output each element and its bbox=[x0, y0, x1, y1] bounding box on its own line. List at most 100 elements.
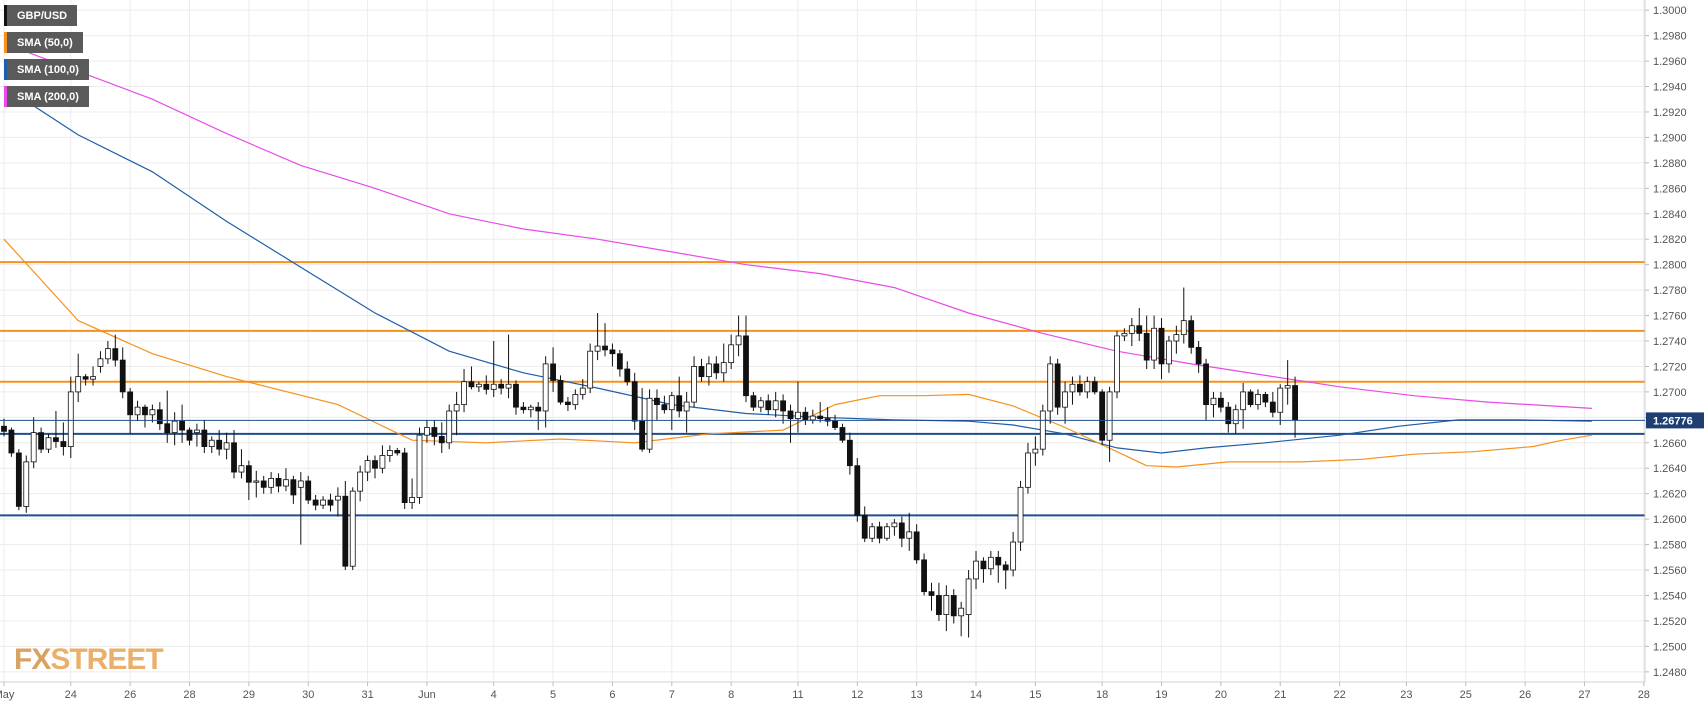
candle-body bbox=[104, 348, 111, 360]
candle-bullish bbox=[965, 570, 972, 638]
candle-bullish bbox=[958, 601, 965, 637]
candle-bearish bbox=[260, 475, 267, 494]
candle-body bbox=[1, 425, 7, 432]
y-tick-label: 1.2980 bbox=[1653, 31, 1687, 43]
candle-bullish bbox=[90, 366, 96, 386]
legend-label: GBP/USD bbox=[17, 9, 68, 22]
candle-body bbox=[461, 381, 467, 406]
candle-bearish bbox=[936, 582, 942, 621]
candle-bullish bbox=[1121, 328, 1128, 341]
candle-body bbox=[1232, 409, 1239, 425]
candle-bullish bbox=[891, 519, 898, 536]
x-tick-label: 26 bbox=[124, 689, 136, 701]
candle-body bbox=[401, 452, 408, 503]
candle-bullish bbox=[75, 353, 82, 403]
y-tick-label: 1.2780 bbox=[1653, 285, 1687, 297]
current-price-label: 1.26776 bbox=[1653, 415, 1693, 427]
candle-bullish bbox=[1128, 318, 1135, 347]
candle-bearish bbox=[876, 521, 883, 544]
candle-bearish bbox=[1143, 315, 1150, 369]
candle-body bbox=[208, 439, 215, 448]
candle-bearish bbox=[179, 404, 185, 443]
candle-body bbox=[201, 429, 208, 448]
candle-bullish bbox=[67, 376, 74, 459]
candle-body bbox=[913, 531, 920, 561]
candle-body bbox=[156, 409, 163, 425]
y-tick-label: 1.2940 bbox=[1653, 82, 1687, 94]
candle-body bbox=[75, 376, 82, 393]
y-tick-label: 1.2500 bbox=[1653, 641, 1687, 653]
candle-body bbox=[965, 578, 972, 615]
candle-bearish bbox=[765, 394, 772, 415]
candle-bearish bbox=[921, 553, 927, 596]
x-tick-label: 25 bbox=[1460, 689, 1472, 701]
candle-bearish bbox=[1099, 389, 1106, 446]
candle-bearish bbox=[631, 372, 638, 431]
candle-body bbox=[891, 522, 898, 528]
candle-bearish bbox=[290, 475, 297, 504]
candle-body bbox=[1054, 363, 1061, 408]
candle-body bbox=[119, 359, 126, 393]
candle-body bbox=[572, 394, 579, 406]
legend-label: SMA (100,0) bbox=[17, 63, 79, 76]
candle-bullish bbox=[30, 417, 37, 469]
candle-bearish bbox=[743, 315, 749, 403]
candle-bearish bbox=[156, 402, 163, 431]
y-tick-label: 1.2640 bbox=[1653, 463, 1687, 475]
x-axis-ticks: May 24 26 28 29 30 31 Jun 4 5 6 7 8 11 12 13 14 15 18 19 20 2… bbox=[0, 682, 1650, 701]
candle-body bbox=[757, 400, 764, 408]
logo-street: STREET bbox=[50, 643, 163, 676]
candle-bullish bbox=[379, 445, 386, 474]
candle-bearish bbox=[565, 396, 571, 411]
candle-body bbox=[30, 432, 37, 463]
candle-bearish bbox=[520, 402, 527, 414]
legend-item-sma-100: SMA (100,0) bbox=[4, 59, 89, 80]
candle-body bbox=[542, 363, 549, 412]
candle-bearish bbox=[305, 475, 312, 504]
candle-body bbox=[594, 345, 601, 352]
candle-body bbox=[238, 465, 245, 473]
candle-body bbox=[535, 406, 542, 412]
candle-bullish bbox=[283, 468, 289, 492]
candle-bearish bbox=[817, 402, 824, 423]
candle-bullish bbox=[386, 445, 393, 462]
candle-bullish bbox=[527, 404, 534, 418]
candle-bearish bbox=[513, 380, 519, 415]
candle-bearish bbox=[8, 427, 15, 457]
candle-body bbox=[824, 418, 831, 422]
candle-bearish bbox=[38, 427, 44, 453]
candle-bearish bbox=[468, 366, 475, 390]
candle-body bbox=[772, 400, 779, 411]
x-tick-label: 28 bbox=[183, 689, 195, 701]
candle-bearish bbox=[854, 458, 861, 522]
candle-bearish bbox=[846, 432, 853, 475]
candle-bullish bbox=[884, 522, 890, 541]
candle-bearish bbox=[780, 394, 786, 424]
candle-body bbox=[1002, 564, 1009, 571]
candle-body bbox=[980, 560, 987, 570]
candle-bullish bbox=[587, 343, 594, 394]
candle-bullish bbox=[446, 404, 453, 450]
candle-body bbox=[431, 427, 438, 437]
candle-bullish bbox=[572, 389, 579, 410]
legend-label: SMA (200,0) bbox=[17, 90, 79, 103]
x-tick-label: 31 bbox=[361, 689, 373, 701]
candle-bullish bbox=[1106, 386, 1113, 462]
candle-body bbox=[194, 429, 200, 434]
candle-bearish bbox=[1225, 402, 1232, 433]
y-tick-label: 1.2600 bbox=[1653, 514, 1687, 526]
candle-body bbox=[795, 411, 801, 420]
candle-body bbox=[67, 391, 74, 448]
candle-bullish bbox=[475, 381, 482, 392]
candle-body bbox=[698, 366, 705, 378]
candle-body bbox=[713, 363, 720, 374]
candle-bullish bbox=[668, 391, 675, 431]
legend-item-sma-50: SMA (50,0) bbox=[4, 32, 83, 53]
candle-body bbox=[297, 480, 304, 488]
candle-bearish bbox=[60, 422, 67, 456]
candle-body bbox=[1166, 340, 1172, 365]
candle-bullish bbox=[1062, 381, 1068, 424]
y-tick-label: 1.2720 bbox=[1653, 361, 1687, 373]
candle-body bbox=[1047, 363, 1054, 412]
candle-bullish bbox=[416, 427, 423, 504]
